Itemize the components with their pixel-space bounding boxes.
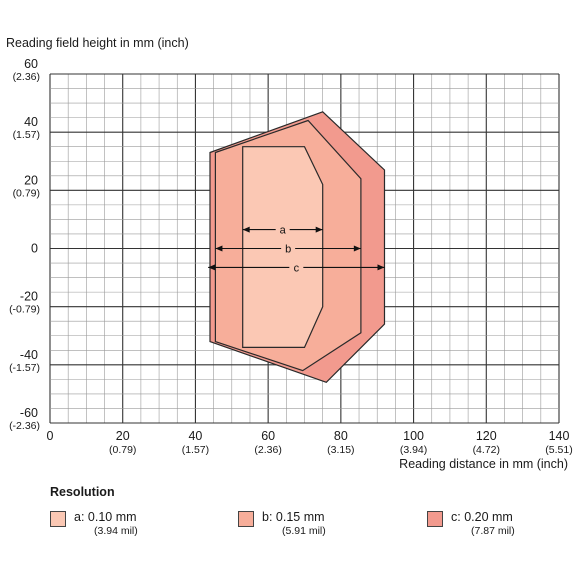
x-tick-sublabel: (5.51) <box>545 444 572 456</box>
x-tick-label: 20 <box>116 429 130 443</box>
y-tick-sublabel: (-0.79) <box>9 304 40 316</box>
arrow-head <box>208 264 216 271</box>
legend-sublabel-a: (3.94 mil) <box>94 525 138 537</box>
legend-sublabel-b: (5.91 mil) <box>282 525 326 537</box>
x-tick-sublabel: (4.72) <box>473 444 500 456</box>
x-tick-label: 40 <box>188 429 202 443</box>
arrow-label-b: b <box>285 244 291 256</box>
arrow-head <box>315 226 323 233</box>
arrow-head <box>215 245 223 252</box>
arrow-label-c: c <box>294 262 300 274</box>
arrow-head <box>353 245 361 252</box>
y-axis-title: Reading field height in mm (inch) <box>6 36 189 50</box>
x-axis-title: Reading distance in mm (inch) <box>399 457 568 471</box>
tick-labels: 0 20(0.79)40(1.57)60(2.36)80(3.15)100(3.9… <box>9 57 573 456</box>
legend-title: Resolution <box>50 485 115 499</box>
y-tick-sublabel: (2.36) <box>13 71 40 83</box>
y-tick-label: -60 <box>20 406 38 420</box>
x-tick-sublabel: (2.36) <box>254 444 281 456</box>
y-tick-label: 60 <box>24 57 38 71</box>
legend-label-c: c: 0.20 mm <box>451 510 513 524</box>
y-tick-sublabel: (0.79) <box>13 187 40 199</box>
y-tick-label: 20 <box>24 173 38 187</box>
x-tick-sublabel: (1.57) <box>182 444 209 456</box>
x-tick-label: 120 <box>476 429 497 443</box>
y-tick-sublabel: (-1.57) <box>9 362 40 374</box>
y-tick-label: 40 <box>24 115 38 129</box>
y-tick-label: -40 <box>20 348 38 362</box>
x-tick-label: 60 <box>261 429 275 443</box>
reading-areas <box>209 111 386 383</box>
legend-label-a: a: 0.10 mm <box>74 510 137 524</box>
y-tick-label: -20 <box>20 290 38 304</box>
x-tick-label: 80 <box>334 429 348 443</box>
legend-swatch-a <box>50 511 66 527</box>
y-tick-label: 0 <box>31 242 38 256</box>
y-tick-sublabel: (1.57) <box>13 129 40 141</box>
x-tick-sublabel: (3.94) <box>400 444 427 456</box>
x-tick-label: 0 <box>47 429 54 443</box>
dimension-arrows: cba <box>208 225 385 274</box>
legend-label-b: b: 0.15 mm <box>262 510 325 524</box>
arrow-head <box>242 226 250 233</box>
y-tick-sublabel: (-2.36) <box>9 420 40 432</box>
x-tick-label: 140 <box>549 429 570 443</box>
legend-sublabel-c: (7.87 mil) <box>471 525 515 537</box>
x-tick-sublabel: (0.79) <box>109 444 136 456</box>
arrow-head <box>377 264 385 271</box>
arrow-label-a: a <box>280 225 287 237</box>
legend-swatch-c <box>427 511 443 527</box>
x-tick-label: 100 <box>403 429 424 443</box>
x-tick-sublabel: (3.15) <box>327 444 354 456</box>
legend-swatch-b <box>238 511 254 527</box>
reading-area-a <box>242 146 324 348</box>
